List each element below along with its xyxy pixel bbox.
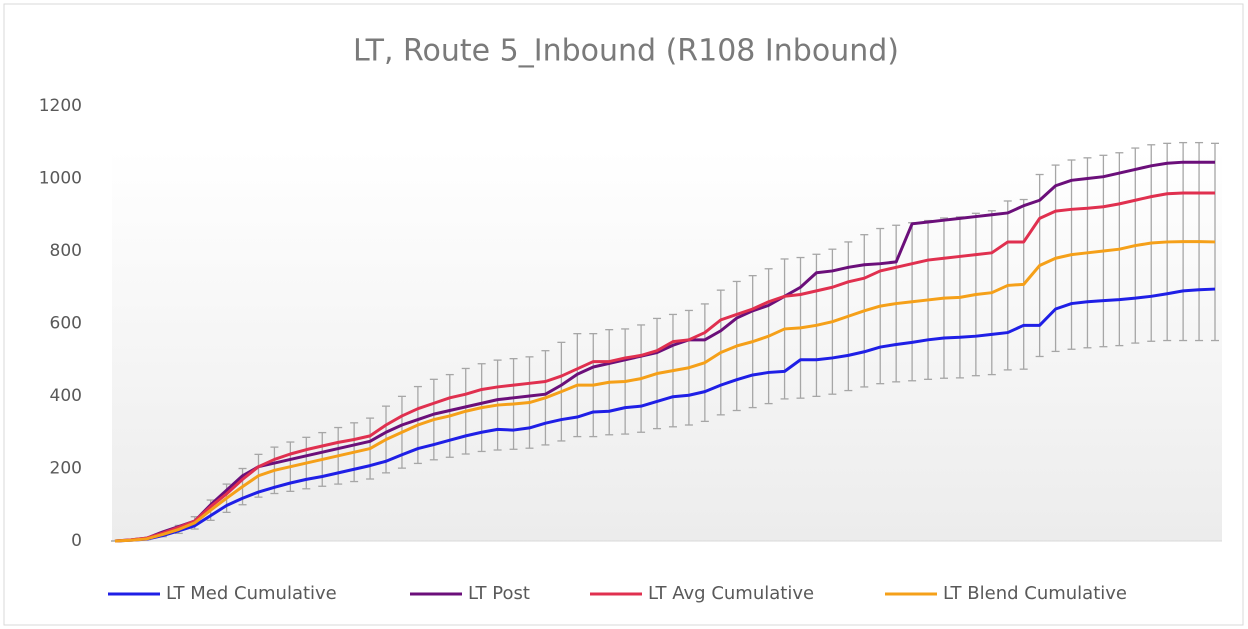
legend-label: LT Blend Cumulative bbox=[943, 583, 1127, 604]
chart-title: LT, Route 5_Inbound (R108 Inbound) bbox=[353, 34, 899, 69]
series-line bbox=[114, 287, 1216, 543]
y-tick-label: 1000 bbox=[39, 169, 82, 189]
series-line bbox=[114, 191, 1215, 543]
legend-label: LT Post bbox=[468, 583, 530, 604]
series-line bbox=[114, 160, 1215, 543]
legend-label: LT Med Cumulative bbox=[166, 583, 337, 604]
y-tick-label: 200 bbox=[50, 459, 82, 479]
y-tick-label: 800 bbox=[50, 241, 82, 261]
y-tick-label: 1200 bbox=[39, 96, 82, 116]
legend-label: LT Avg Cumulative bbox=[648, 583, 814, 604]
y-tick-label: 0 bbox=[71, 531, 82, 551]
y-tick-label: 400 bbox=[50, 386, 82, 406]
series-line bbox=[114, 240, 1216, 543]
y-tick-label: 600 bbox=[50, 314, 82, 334]
